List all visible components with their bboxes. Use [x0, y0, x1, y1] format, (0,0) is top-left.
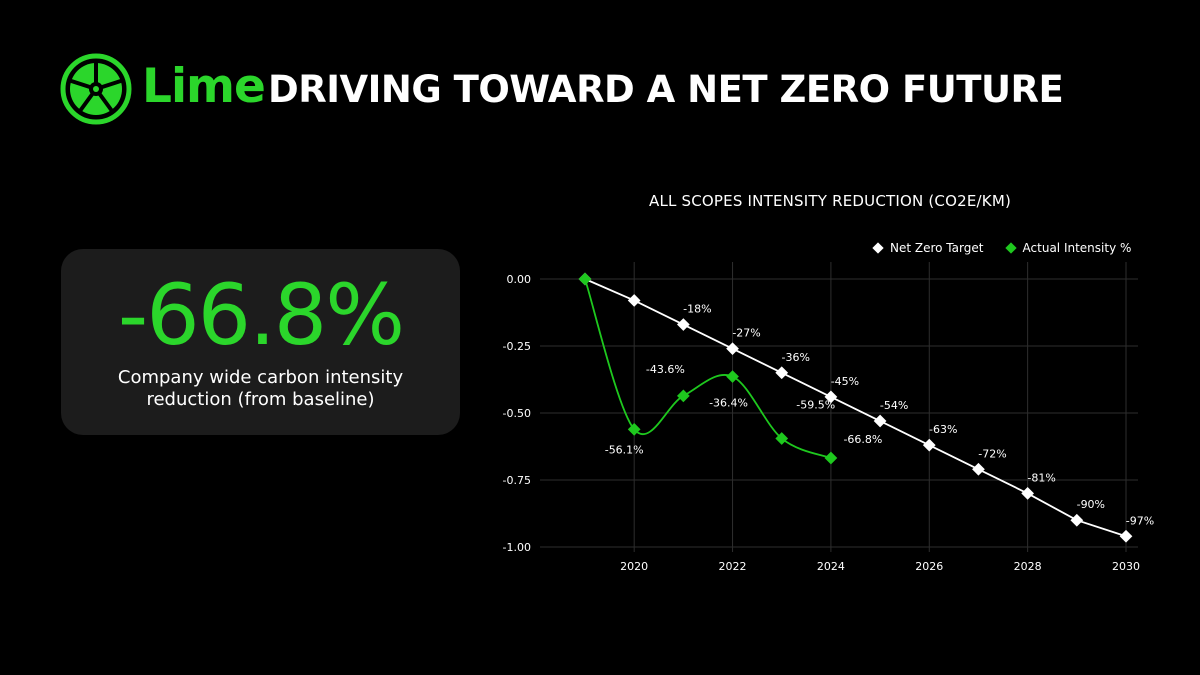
- data-point-net-zero-target: [972, 462, 985, 476]
- data-label-net-zero-target: -97%: [1126, 514, 1154, 527]
- kpi-caption-line-1: Company wide carbon intensity: [117, 367, 404, 388]
- data-point-actual-intensity: [578, 272, 592, 286]
- kpi-value: -66.8%: [117, 266, 405, 364]
- y-tick-label: -0.50: [503, 407, 531, 420]
- data-label-net-zero-target: -18%: [683, 303, 711, 316]
- kpi-caption: Company wide carbon intensity reduction …: [61, 367, 460, 411]
- series-line-net-zero-target: [584, 278, 1127, 538]
- x-tick-label: 2028: [1014, 560, 1042, 573]
- data-label-actual-intensity: -43.6%: [646, 363, 685, 376]
- brand-wordmark: Lime: [142, 59, 266, 114]
- y-tick-label: -1.00: [503, 541, 531, 554]
- data-point-net-zero-target: [676, 318, 690, 331]
- data-label-net-zero-target: -36%: [782, 351, 810, 364]
- data-point-actual-intensity: [824, 451, 838, 465]
- data-point-net-zero-target: [922, 438, 936, 452]
- lime-wheel-icon: [60, 53, 132, 125]
- data-label-net-zero-target: -27%: [732, 327, 760, 340]
- data-point-actual-intensity: [726, 370, 739, 383]
- data-label-net-zero-target: -54%: [880, 399, 908, 412]
- data-point-net-zero-target: [627, 294, 641, 307]
- legend-label-actual-intensity: Actual Intensity %: [1022, 241, 1132, 255]
- legend-item-net-zero-target: Net Zero Target: [872, 238, 984, 258]
- y-tick-label: -0.75: [503, 474, 531, 487]
- x-tick-label: 2026: [915, 560, 943, 573]
- y-tick-label: -0.25: [503, 340, 531, 353]
- kpi-caption-line-2: reduction (from baseline): [146, 389, 375, 410]
- data-point-net-zero-target: [775, 366, 789, 380]
- data-label-net-zero-target: -81%: [1027, 471, 1055, 484]
- x-tick-label: 2030: [1112, 560, 1140, 573]
- legend-item-actual-intensity: Actual Intensity %: [1004, 238, 1132, 258]
- x-tick-label: 2022: [719, 560, 747, 573]
- data-label-actual-intensity: -59.5%: [796, 398, 835, 411]
- data-label-actual-intensity: -66.8%: [843, 433, 882, 446]
- legend-label-net-zero-target: Net Zero Target: [890, 241, 984, 255]
- chart-legend: Net Zero Target Actual Intensity %: [872, 237, 1132, 258]
- data-point-net-zero-target: [1021, 487, 1035, 500]
- page-title: DRIVING TOWARD A NET ZERO FUTURE: [268, 68, 1064, 111]
- data-label-net-zero-target: -63%: [929, 423, 957, 436]
- y-tick-label: 0.00: [507, 273, 532, 286]
- chart-title: ALL SCOPES INTENSITY REDUCTION (CO2E/KM): [648, 192, 1012, 210]
- data-label-actual-intensity: -56.1%: [605, 443, 644, 456]
- x-tick-label: 2024: [817, 560, 845, 573]
- data-point-net-zero-target: [726, 342, 739, 356]
- data-point-net-zero-target: [873, 414, 887, 428]
- data-label-net-zero-target: -45%: [831, 375, 859, 388]
- kpi-card: -66.8% Company wide carbon intensity red…: [61, 249, 460, 435]
- data-label-actual-intensity: -36.4%: [709, 397, 748, 410]
- data-point-net-zero-target: [1070, 513, 1084, 527]
- data-label-net-zero-target: -72%: [978, 447, 1006, 460]
- data-point-net-zero-target: [1119, 529, 1133, 543]
- x-tick-label: 2020: [620, 560, 648, 573]
- data-label-net-zero-target: -90%: [1077, 498, 1105, 511]
